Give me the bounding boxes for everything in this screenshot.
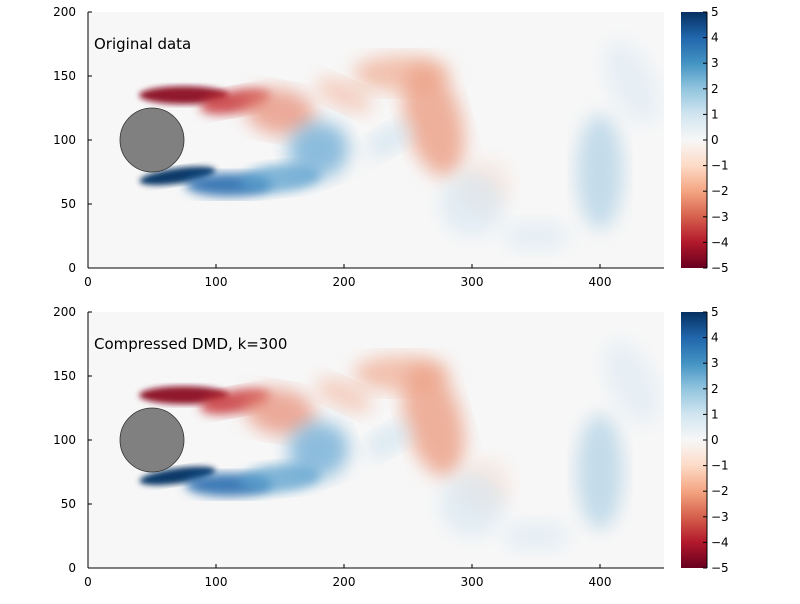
x-tick-label: 300 (461, 575, 484, 589)
y-tick-label: 150 (53, 369, 76, 383)
vorticity-patch (402, 64, 465, 177)
colorbar-tick-label: 1 (711, 107, 719, 121)
colorbar-tick-label: 2 (711, 82, 719, 96)
x-tick-label: 300 (461, 275, 484, 289)
colorbar-tick-label: −5 (711, 261, 729, 275)
colorbar-tick-label: 1 (711, 407, 719, 421)
colorbar-tick-label: 2 (711, 382, 719, 396)
cylinder-shape (119, 107, 185, 173)
x-tick-label: 100 (205, 575, 228, 589)
x-tick-label: 400 (589, 275, 612, 289)
colorbar-tick-label: 4 (711, 31, 719, 45)
colorbar-tick-label: 4 (711, 331, 719, 345)
colorbar-tick-label: −1 (711, 159, 729, 173)
vorticity-patch (440, 472, 504, 536)
vorticity-patch (440, 172, 504, 236)
x-tick-label: 0 (84, 575, 92, 589)
heatmap-panel-original: Original data 0 100 200 300 400050100150200 … (53, 5, 729, 289)
vorticity-patch (244, 88, 316, 136)
y-tick-label: 100 (53, 433, 76, 447)
y-tick-label: 150 (53, 69, 76, 83)
heatmap-panel-dmd: Compressed DMD, k=300 0 100 200 300 40005010… (53, 305, 729, 589)
panel-annotation: Original data (94, 35, 191, 53)
y-tick-label: 50 (61, 497, 76, 511)
vorticity-patch (402, 364, 465, 477)
axes: 0 100 200 300 400 0 50 100 150 200 (53, 5, 664, 289)
colorbar-tick-label: −2 (711, 484, 729, 498)
vorticity-patch (287, 121, 349, 179)
panel-annotation: Compressed DMD, k=300 (94, 335, 287, 353)
colorbar-tick-label: −3 (711, 510, 729, 524)
vorticity-patch (139, 466, 216, 486)
colorbar: 5 4 3 2 1 0 −1 −2 −3 −4 −5 (681, 5, 729, 275)
colorbar-tick-label: 5 (711, 5, 719, 19)
vorticity-field (88, 12, 664, 268)
x-tick-label: 0 (84, 275, 92, 289)
vorticity-patch (576, 414, 624, 530)
vorticity-patch (576, 114, 624, 230)
vorticity-patch (365, 123, 412, 157)
colorbar-tick-label: −1 (711, 459, 729, 473)
cylinder-shape (119, 407, 185, 473)
vorticity-patch (603, 40, 661, 125)
colorbar-tick-label: −4 (711, 235, 729, 249)
axes: 0 100 200 300 400 0 50 100 150 200 (53, 305, 664, 589)
x-tick-label: 100 (205, 275, 228, 289)
colorbar-tick-label: −3 (711, 210, 729, 224)
colorbar-tick-label: −4 (711, 535, 729, 549)
vorticity-patch (315, 377, 373, 413)
colorbar-tick-label: 0 (711, 433, 719, 447)
y-tick-label: 200 (53, 305, 76, 319)
colorbar-gradient (681, 12, 707, 268)
cylinder-obstacle (119, 107, 185, 173)
vorticity-patch (502, 520, 570, 552)
colorbar-gradient (681, 312, 707, 568)
vorticity-patch (244, 388, 316, 436)
y-tick-label: 0 (68, 261, 76, 275)
colorbar-tick-label: 3 (711, 356, 719, 370)
vorticity-patch (365, 423, 412, 457)
colorbar-tick-label: −5 (711, 561, 729, 575)
cylinder-obstacle (119, 407, 185, 473)
x-tick-label: 200 (333, 575, 356, 589)
x-tick-label: 400 (589, 575, 612, 589)
x-tick-label: 200 (333, 275, 356, 289)
colorbar: 5 4 3 2 1 0 −1 −2 −3 −4 −5 (681, 305, 729, 575)
colorbar-tick-label: 3 (711, 56, 719, 70)
y-tick-label: 100 (53, 133, 76, 147)
vorticity-patch (287, 421, 349, 479)
y-tick-label: 0 (68, 561, 76, 575)
vorticity-patch (502, 220, 570, 252)
vorticity-patch (603, 340, 661, 425)
colorbar-tick-label: 0 (711, 133, 719, 147)
y-tick-label: 50 (61, 197, 76, 211)
vorticity-patch (139, 166, 216, 186)
colorbar-tick-label: 5 (711, 305, 719, 319)
y-tick-label: 200 (53, 5, 76, 19)
colorbar-tick-label: −2 (711, 184, 729, 198)
vorticity-patch (315, 77, 373, 113)
